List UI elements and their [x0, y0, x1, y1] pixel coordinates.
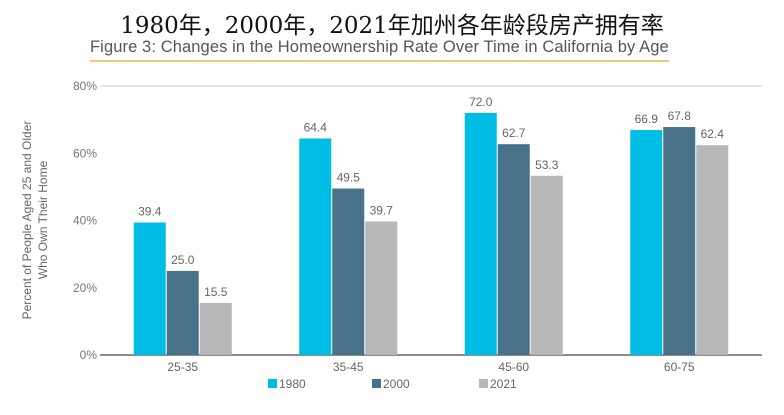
data-label: 25.0 — [171, 253, 195, 267]
bar-2000-25-35 — [166, 270, 199, 355]
chart-title: 1980年，2000年，2021年加州各年龄段房产拥有率 — [120, 13, 664, 39]
data-label: 49.5 — [337, 171, 361, 185]
y-tick-label: 0% — [80, 348, 98, 362]
bar-2021-60-75 — [696, 145, 729, 355]
bar-2000-45-60 — [497, 144, 530, 355]
legend-swatch-2021 — [479, 379, 488, 388]
bar-2021-45-60 — [530, 175, 563, 355]
data-label: 53.3 — [535, 158, 559, 172]
bar-1980-35-45 — [299, 138, 332, 355]
x-tick-label: 25-35 — [167, 360, 198, 374]
bar-2021-25-35 — [199, 302, 232, 355]
data-label: 67.8 — [668, 109, 692, 123]
x-tick-label: 60-75 — [664, 360, 695, 374]
chart-subtitle: Figure 3: Changes in the Homeownership R… — [90, 38, 669, 62]
data-label: 64.4 — [304, 120, 328, 134]
data-label: 15.5 — [204, 285, 228, 299]
y-tick-label: 20% — [73, 281, 97, 295]
x-tick-label: 45-60 — [498, 360, 529, 374]
x-tick-label: 35-45 — [333, 360, 364, 374]
bar-2000-60-75 — [663, 127, 696, 356]
y-tick-label: 60% — [73, 146, 97, 160]
bar-2000-35-45 — [332, 188, 365, 355]
bar-2021-35-45 — [365, 221, 398, 355]
legend-swatch-1980 — [268, 379, 277, 388]
data-label: 62.7 — [502, 126, 526, 140]
data-label: 62.4 — [701, 127, 725, 141]
data-label: 39.4 — [138, 205, 162, 219]
legend-swatch-2000 — [372, 379, 381, 388]
legend-label: 2021 — [490, 377, 517, 391]
bar-1980-60-75 — [630, 130, 663, 355]
data-label: 39.7 — [370, 204, 394, 218]
bar-1980-25-35 — [133, 222, 166, 355]
legend-label: 1980 — [279, 377, 306, 391]
data-label: 66.9 — [635, 112, 659, 126]
y-axis-label-line-1: Percent of People Aged 25 and Older — [20, 121, 34, 320]
legend-label: 2000 — [383, 377, 410, 391]
y-tick-label: 80% — [73, 79, 97, 93]
bar-1980-45-60 — [464, 112, 497, 356]
y-axis-label-line-2: Who Own Their Home — [36, 160, 50, 279]
data-label: 72.0 — [469, 95, 493, 109]
y-tick-label: 40% — [73, 214, 97, 228]
